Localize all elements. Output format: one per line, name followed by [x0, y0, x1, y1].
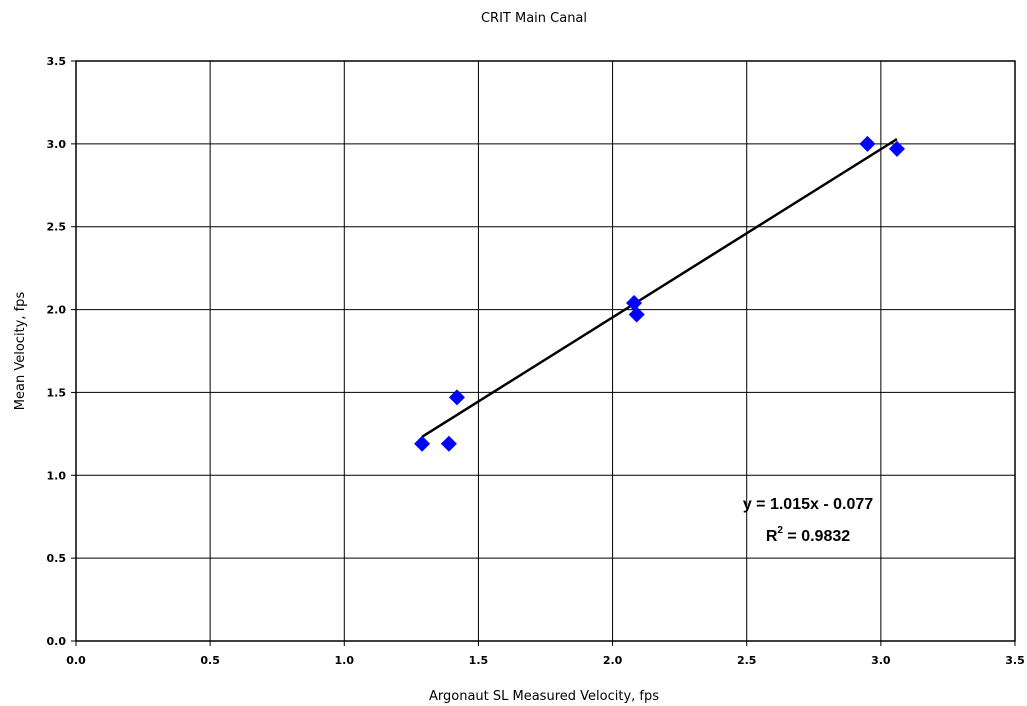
r-squared-value: = 0.9832 [783, 528, 850, 545]
y-tick-label: 2.0 [47, 304, 67, 317]
x-tick-label: 2.5 [737, 654, 757, 667]
y-tick-label: 3.5 [47, 55, 67, 68]
y-tick-label: 1.5 [47, 386, 67, 399]
y-tick-label: 0.0 [47, 635, 67, 648]
plot-area-border [75, 60, 1016, 642]
y-tick-label: 1.0 [47, 469, 67, 482]
r-squared-superscript: 2 [777, 525, 783, 536]
grid-lines [76, 61, 1015, 641]
data-point [414, 435, 431, 452]
x-tick-label: 3.5 [1005, 654, 1025, 667]
data-points [414, 135, 905, 452]
data-point [859, 135, 876, 152]
y-tick-label: 2.5 [47, 221, 67, 234]
r-squared-prefix: R [766, 528, 778, 545]
x-axis-ticks: 0.0 0.5 1.0 1.5 2.0 2.5 3.0 3.5 [66, 641, 1025, 667]
data-point [626, 294, 643, 311]
regression-equation: y = 1.015x - 0.077 [743, 496, 873, 513]
r-squared-label: R2 = 0.9832 [766, 525, 850, 545]
x-tick-label: 2.0 [603, 654, 623, 667]
y-tick-label: 3.0 [47, 138, 67, 151]
data-point [628, 306, 645, 323]
data-point [888, 140, 905, 157]
x-tick-label: 1.5 [469, 654, 489, 667]
x-tick-label: 3.0 [871, 654, 891, 667]
data-point [448, 389, 465, 406]
y-axis-ticks: 0.0 0.5 1.0 1.5 2.0 2.5 3.0 3.5 [47, 55, 76, 648]
chart-title: CRIT Main Canal [481, 11, 587, 26]
data-point [440, 435, 457, 452]
x-tick-label: 0.5 [200, 654, 220, 667]
x-tick-label: 1.0 [335, 654, 355, 667]
y-tick-label: 0.5 [47, 552, 67, 565]
y-axis-label: Mean Velocity, fps [13, 292, 28, 411]
x-tick-label: 0.0 [66, 654, 86, 667]
x-axis-label: Argonaut SL Measured Velocity, fps [429, 689, 659, 704]
trendline [421, 138, 898, 438]
